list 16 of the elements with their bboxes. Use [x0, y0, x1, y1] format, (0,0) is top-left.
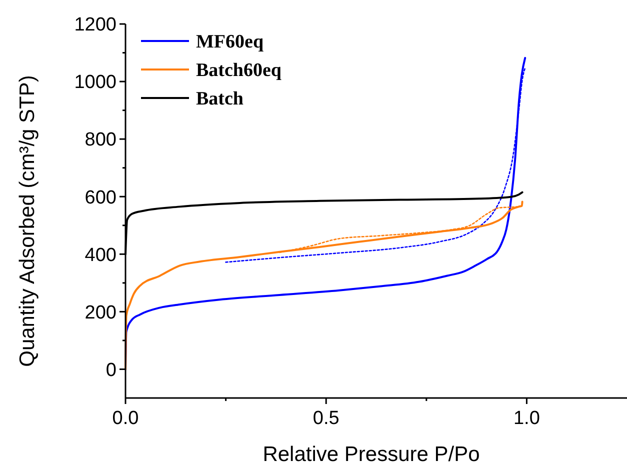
legend-label: MF60eq [196, 32, 264, 53]
y-tick-label: 800 [84, 130, 116, 151]
x-tick-label: 0.0 [112, 408, 139, 429]
legend-label: Batch60eq [196, 60, 282, 82]
x-axis-title: Relative Pressure P/Po [262, 443, 480, 466]
y-tick-label: 0 [106, 360, 116, 381]
x-tick-label: 0.5 [312, 408, 340, 429]
line-series [124, 200, 524, 370]
y-tick-label: 1200 [74, 14, 116, 36]
legend-label: Batch [196, 88, 244, 110]
y-tick-label: 1000 [74, 72, 116, 94]
y-axis-title: Quantity Adsorbed (cm³/g STP) [16, 75, 39, 367]
y-tick-label: 600 [84, 187, 116, 208]
x-tick-label: 1.0 [513, 408, 540, 429]
y-tick-label: 200 [84, 302, 116, 324]
y-tick-label: 400 [84, 244, 116, 266]
